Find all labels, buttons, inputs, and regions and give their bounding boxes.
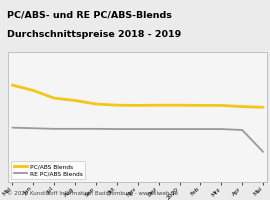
Text: © 2020 Kunststoff Information, Bad Homburg - www.kiweb.de: © 2020 Kunststoff Information, Bad Hombu… xyxy=(7,190,178,196)
Text: Durchschnittspreise 2018 - 2019: Durchschnittspreise 2018 - 2019 xyxy=(7,30,181,39)
Legend: PC/ABS Blends, RE PC/ABS Blends: PC/ABS Blends, RE PC/ABS Blends xyxy=(11,161,86,179)
Text: PC/ABS- und RE PC/ABS-Blends: PC/ABS- und RE PC/ABS-Blends xyxy=(7,11,172,20)
